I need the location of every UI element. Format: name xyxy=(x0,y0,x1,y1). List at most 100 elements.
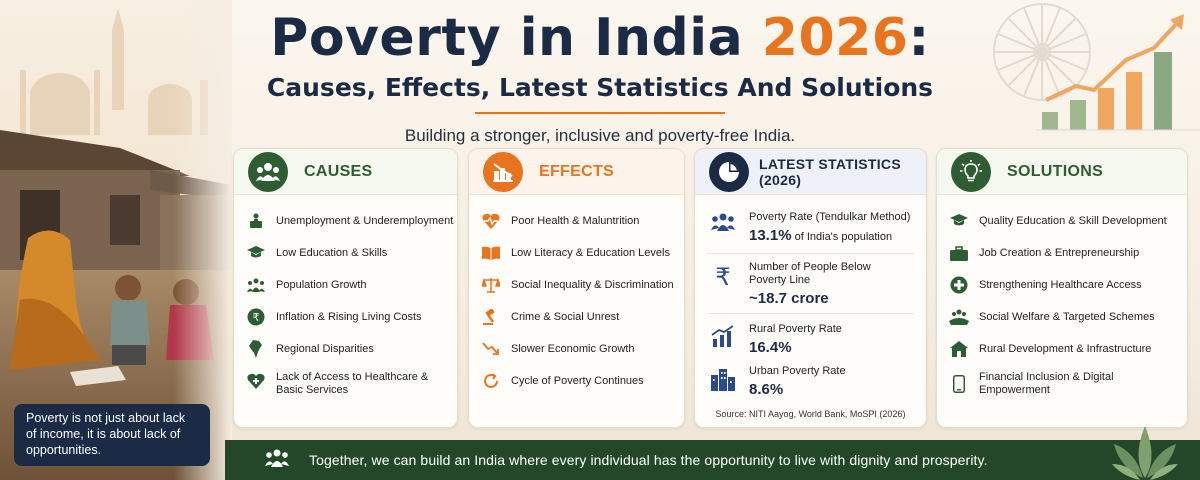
causes-item: Low Education & Skills xyxy=(234,243,457,263)
pie-chart-icon xyxy=(709,151,749,192)
svg-text:₹: ₹ xyxy=(715,263,730,289)
divider xyxy=(707,253,914,254)
population-icon xyxy=(246,275,266,295)
ashoka-chakra-icon xyxy=(993,3,1091,101)
divider xyxy=(707,313,914,314)
causes-item-label: Low Education & Skills xyxy=(276,246,388,259)
causes-item: Population Growth xyxy=(234,275,457,295)
india-map-icon xyxy=(246,339,266,359)
causes-item-label: Regional Disparities xyxy=(276,342,374,355)
causes-item-label: Population Growth xyxy=(276,278,367,291)
open-book-icon xyxy=(481,243,501,263)
rising-bars-icon xyxy=(709,323,737,356)
page-subtitle: Causes, Effects, Latest Statistics And S… xyxy=(266,73,934,102)
people-icon xyxy=(709,211,737,244)
causes-item-label: Lack of Access to Healthcare & Basic Ser… xyxy=(276,371,429,396)
solutions-item: Financial Inclusion & Digital Empowermen… xyxy=(937,371,1187,397)
community-icon xyxy=(265,449,289,472)
rupee-icon: ₹ xyxy=(709,261,737,307)
effects-item: Cycle of Poverty Continues xyxy=(469,371,684,391)
graduation-cap-icon xyxy=(246,243,266,263)
effects-item-label: Slower Economic Growth xyxy=(511,342,635,355)
solutions-header: SOLUTIONS xyxy=(937,149,1187,195)
effects-item: Low Literacy & Education Levels xyxy=(469,243,684,263)
causes-item: Unemployment & Underemployment xyxy=(234,211,457,231)
growth-chart-decoration xyxy=(986,0,1200,140)
heart-plus-icon xyxy=(246,371,266,391)
effects-item-label: Cycle of Poverty Continues xyxy=(511,374,644,387)
title-colon: : xyxy=(908,8,930,68)
footer-message: Together, we can build an India where ev… xyxy=(309,452,988,468)
graduation-cap-icon xyxy=(949,211,969,231)
effects-item: Crime & Social Unrest xyxy=(469,307,684,327)
briefcase-icon xyxy=(949,243,969,263)
stat-value: 8.6% xyxy=(749,381,784,398)
solutions-item: Social Welfare & Targeted Schemes xyxy=(937,307,1187,327)
stat-row: Urban Poverty Rate 8.6% xyxy=(695,365,926,398)
stat-value: 13.1% xyxy=(749,227,792,244)
stat-suffix: of India's population xyxy=(791,231,893,243)
stat-row: Poverty Rate (Tendulkar Method) 13.1% of … xyxy=(695,211,926,244)
causes-item-label: Inflation & Rising Living Costs xyxy=(276,310,422,323)
leaves-decoration xyxy=(1110,418,1180,480)
title-divider xyxy=(475,112,725,114)
stat-label: Rural Poverty Rate xyxy=(749,323,842,335)
statistics-title: LATEST STATISTICS (2026) xyxy=(759,155,901,188)
source-note: Source: NITI Aayog, World Bank, MoSPI (2… xyxy=(715,409,906,419)
stat-value-line: 13.1% of India's population xyxy=(749,227,910,244)
stat-row: Rural Poverty Rate 16.4% xyxy=(695,323,926,356)
stat-row: ₹ Number of People Below Poverty Line ~18… xyxy=(695,261,926,307)
solutions-item: Quality Education & Skill Development xyxy=(937,211,1187,231)
causes-item: ₹ Inflation & Rising Living Costs xyxy=(234,307,457,327)
briefcase-person-icon xyxy=(246,211,266,231)
medical-cross-icon xyxy=(949,275,969,295)
down-trend-icon xyxy=(481,339,501,359)
statistics-header: LATEST STATISTICS (2026) xyxy=(695,149,926,195)
stat-label: Number of People Below Poverty Line xyxy=(749,261,871,286)
stat-value: 16.4% xyxy=(749,339,792,356)
declining-chart-icon xyxy=(483,151,523,192)
causes-card: CAUSES Unemployment & Underemployment Lo… xyxy=(233,148,458,428)
solutions-item: Strengthening Healthcare Access xyxy=(937,275,1187,295)
header: Poverty in India 2026: Causes, Effects, … xyxy=(240,6,960,146)
page-title: Poverty in India 2026: xyxy=(240,6,960,70)
effects-item: Slower Economic Growth xyxy=(469,339,684,359)
causes-item: Lack of Access to Healthcare & Basic Ser… xyxy=(234,371,457,397)
smartphone-icon xyxy=(949,374,969,394)
title-year: 2026 xyxy=(761,8,909,68)
solutions-card: SOLUTIONS Quality Education & Skill Deve… xyxy=(936,148,1188,428)
effects-item-label: Poor Health & Maluntrition xyxy=(511,214,640,227)
solutions-item-label: Financial Inclusion & Digital Empowermen… xyxy=(979,371,1114,396)
lightbulb-icon xyxy=(951,151,991,192)
effects-title: EFFECTS xyxy=(539,162,614,180)
solutions-item-label: Job Creation & Entrepreneurship xyxy=(979,246,1140,259)
effects-item: Social Inequality & Discrimination xyxy=(469,275,684,295)
solutions-item-label: Rural Development & Infrastructure xyxy=(979,342,1152,355)
buildings-icon xyxy=(709,365,737,398)
rupee-circle-icon: ₹ xyxy=(246,307,266,327)
causes-item-label: Unemployment & Underemployment xyxy=(276,214,454,227)
heartbeat-icon xyxy=(481,211,501,231)
solutions-item: Rural Development & Infrastructure xyxy=(937,339,1187,359)
solutions-item-label: Social Welfare & Targeted Schemes xyxy=(979,310,1155,323)
stat-label: Urban Poverty Rate xyxy=(749,365,846,377)
footer-banner: Together, we can build an India where ev… xyxy=(225,440,1200,480)
effects-item-label: Crime & Social Unrest xyxy=(511,310,620,323)
effects-item-label: Low Literacy & Education Levels xyxy=(511,246,670,259)
hands-people-icon xyxy=(949,307,969,327)
stat-value: ~18.7 crore xyxy=(749,290,829,307)
title-text: Poverty in India xyxy=(270,8,762,68)
scales-icon xyxy=(481,275,501,295)
quote-box: Poverty is not just about lack of income… xyxy=(14,404,210,466)
effects-item-label: Social Inequality & Discrimination xyxy=(511,278,674,291)
statistics-card: LATEST STATISTICS (2026) Poverty Rate (T… xyxy=(694,148,927,428)
solutions-item-label: Strengthening Healthcare Access xyxy=(979,278,1142,291)
effects-card: EFFECTS Poor Health & Maluntrition Low L… xyxy=(468,148,685,428)
causes-header: CAUSES xyxy=(234,149,457,195)
tagline: Building a stronger, inclusive and pover… xyxy=(404,126,796,145)
cycle-arrows-icon xyxy=(481,371,501,391)
effects-header: EFFECTS xyxy=(469,149,684,195)
effects-item: Poor Health & Maluntrition xyxy=(469,211,684,231)
svg-text:₹: ₹ xyxy=(253,311,260,324)
